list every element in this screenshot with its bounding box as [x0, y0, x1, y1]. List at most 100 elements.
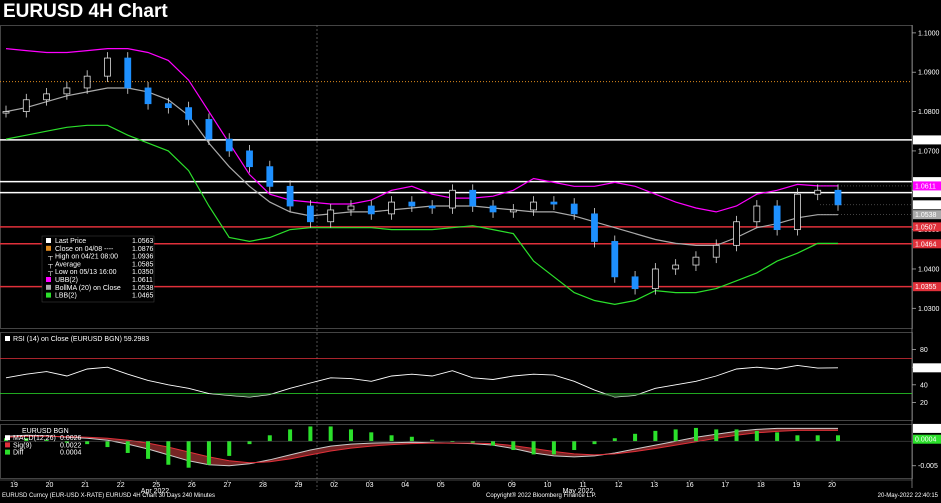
- x-tick-label: 28: [259, 482, 267, 489]
- macd-diff-bar: [470, 441, 475, 443]
- macd-diff-bar: [572, 441, 577, 451]
- x-tick-label: 27: [223, 482, 231, 489]
- x-tick-label: 25: [152, 482, 160, 489]
- candle-body: [509, 209, 517, 213]
- x-tick-label: 22: [117, 482, 125, 489]
- legend-value: 1.0936: [132, 254, 154, 261]
- candle-body: [225, 138, 233, 152]
- candle-body: [43, 93, 50, 101]
- level-label-text: 1.0728: [915, 137, 937, 144]
- macd-diff-bar: [714, 429, 719, 442]
- level-label-box: [913, 188, 941, 198]
- candle-body: [834, 189, 842, 206]
- x-tick-label: 21: [81, 482, 89, 489]
- rsi-value-box: [913, 363, 941, 373]
- candle-body: [286, 185, 294, 207]
- macd-diff-bar: [734, 429, 739, 442]
- candle-body: [591, 213, 598, 242]
- candle-body: [692, 256, 700, 266]
- price-label-text: 1.0611: [915, 183, 936, 190]
- candle-body: [388, 201, 395, 215]
- macd-diff-bar: [795, 435, 800, 442]
- macd-diff-bar: [389, 435, 394, 442]
- x-tick-label: 02: [330, 482, 338, 489]
- candle-body: [164, 103, 172, 109]
- macd-diff-bar: [673, 429, 678, 442]
- legend-dash: ┬: [47, 261, 53, 268]
- price-tick-label: 1.1000: [918, 30, 940, 37]
- macd-legend-label: Sig(9): [13, 442, 32, 449]
- macd-diff-bar: [531, 441, 536, 455]
- legend-marker: [46, 284, 51, 290]
- legend-marker: [46, 277, 51, 282]
- candle-body: [733, 221, 740, 246]
- legend-label: Average: [55, 261, 81, 268]
- level-label-text: 1.0464: [915, 241, 937, 248]
- legend-marker: [46, 245, 51, 251]
- macd-value-label: 0.0004: [915, 437, 937, 444]
- price-label-box: [913, 200, 941, 210]
- x-tick-label: 20: [46, 482, 54, 489]
- x-tick-label: 16: [686, 482, 694, 489]
- macd-diff-bar: [633, 433, 638, 442]
- macd-diff-bar: [409, 436, 414, 442]
- macd-diff-bar: [146, 441, 151, 459]
- macd-legend-label: EURUSD BGN: [22, 428, 69, 435]
- x-tick-label: 13: [650, 482, 658, 489]
- macd-signal-fill: [6, 428, 838, 466]
- macd-diff-bar: [64, 441, 69, 443]
- candle-body: [753, 205, 761, 223]
- macd-legend-marker: [5, 442, 10, 448]
- x-tick-label: 19: [793, 482, 801, 489]
- legend-dash: ┬: [47, 254, 53, 261]
- candle-body: [489, 205, 497, 213]
- panel-border-0: [0, 25, 913, 329]
- macd-diff-bar: [653, 430, 658, 442]
- macd-diff-bar: [551, 441, 556, 455]
- candle-body: [814, 189, 822, 195]
- legend-marker: [46, 238, 51, 243]
- macd-diff-bar: [105, 441, 110, 448]
- level-label-text: 1.0594: [915, 190, 937, 197]
- x-tick-label: 18: [757, 482, 765, 489]
- macd-legend-value: 0.0022: [60, 442, 82, 449]
- x-tick-label: 06: [472, 482, 480, 489]
- price-tick-label: 1.0800: [918, 109, 940, 116]
- level-label-box: [913, 282, 941, 292]
- x-tick-label: 19: [10, 482, 18, 489]
- macd-diff-bar: [612, 438, 617, 442]
- macd-diff-bar: [815, 435, 820, 442]
- x-tick-label: 03: [366, 482, 374, 489]
- candle-body: [347, 205, 355, 211]
- price-tick-label: 1.0700: [918, 148, 940, 155]
- macd-diff-bar: [166, 441, 171, 465]
- macd-diff-bar: [450, 441, 455, 442]
- macd-diff-bar: [511, 441, 516, 451]
- macd-value-box: [913, 434, 941, 444]
- candle-body: [2, 111, 10, 114]
- rsi-tick-label: 80: [920, 347, 928, 354]
- macd-line: [5, 427, 838, 467]
- candle-body: [530, 201, 538, 211]
- candle-body: [672, 264, 680, 270]
- candle-body: [83, 75, 91, 89]
- rsi-tick-label: 40: [920, 382, 928, 389]
- macd-diff-bar: [288, 429, 293, 442]
- candle-body: [631, 276, 639, 290]
- legend-label: BollMA (20) on Close: [55, 285, 121, 292]
- x-tick-label: 11: [579, 482, 586, 489]
- rsi-legend: RSI (14) on Close (EURUSD BGN) 59.2983: [13, 336, 149, 343]
- legend-label: Close on 04/08 ----: [55, 246, 114, 253]
- x-tick-label: 09: [508, 482, 516, 489]
- candle-body: [449, 189, 456, 209]
- x-tick-label: 26: [188, 482, 196, 489]
- footer-center: Copyright® 2022 Bloomberg Finance L.P.: [486, 493, 597, 499]
- macd-diff-bar: [592, 441, 597, 445]
- macd-diff-bar: [125, 441, 130, 453]
- price-label-text: 1.0563: [915, 202, 937, 209]
- legend-label: Low on 05/13 16:00: [55, 269, 117, 276]
- footer-right: 20-May-2022 22:40:15: [877, 493, 938, 499]
- legend-label: LBB(2): [55, 293, 77, 300]
- rsi-line: [5, 364, 839, 398]
